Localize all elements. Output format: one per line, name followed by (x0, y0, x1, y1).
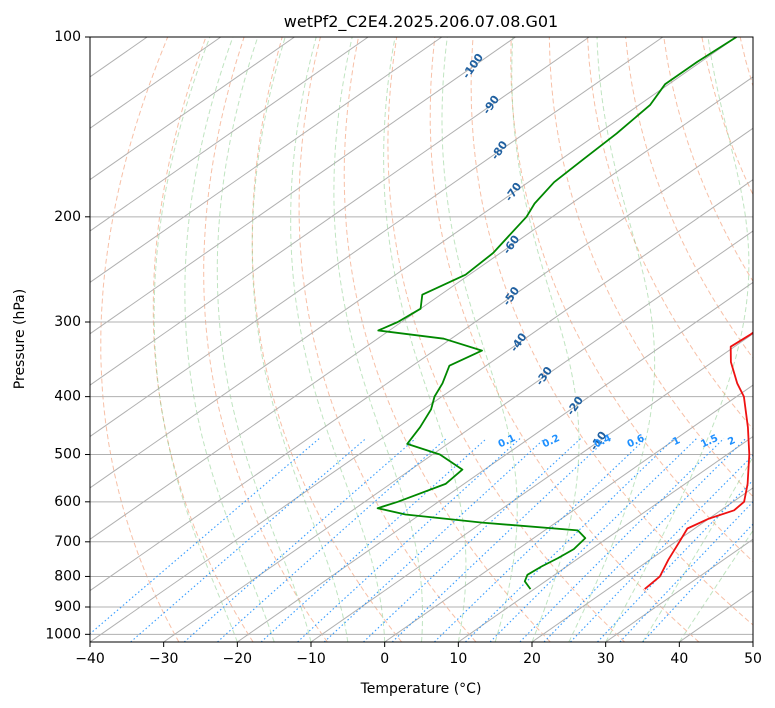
dry-adiabat-line (251, 37, 403, 642)
isotherm-line (90, 37, 369, 232)
y-tick-label: 900 (54, 599, 81, 615)
y-tick-label: 600 (54, 494, 81, 510)
moist-adiabat-line (333, 37, 423, 642)
isotherm-line (90, 76, 753, 540)
mixing-ratio-line (434, 438, 647, 642)
dry-adiabat-line (510, 37, 753, 563)
isotherm-line (90, 37, 443, 283)
dry-adiabat-line (625, 37, 753, 359)
isotherm-line (90, 37, 516, 335)
dry-adiabat-line (470, 37, 753, 626)
isotherm-line (90, 127, 753, 592)
moist-adiabat-line (441, 37, 518, 642)
x-tick-label: 30 (597, 651, 615, 667)
plot-frame (89, 36, 754, 643)
moist-adiabat-line (184, 37, 275, 642)
isotherm-line (531, 487, 753, 642)
chart-title: wetPf2_C2E4.2025.206.07.08.G01 (284, 12, 558, 32)
mixing-ratio-line (260, 438, 487, 642)
mixing-ratio-lines (90, 438, 753, 642)
mixing-ratio-line (519, 438, 725, 642)
isotherm-line (163, 230, 753, 642)
mixing-ratio-label: 1 (671, 435, 682, 448)
x-axis-ticks: −40 −30 −20 −10 0 10 20 30 40 50 (75, 642, 762, 667)
y-tick-label: 800 (54, 568, 81, 584)
mixing-ratio-line (619, 501, 753, 642)
dry-adiabat-line (343, 37, 551, 642)
dry-adiabat-line (587, 37, 753, 430)
dry-adiabat-line (203, 37, 328, 642)
moist-adiabat-line (251, 37, 349, 642)
moist-adiabat-line (511, 37, 580, 642)
isotherm-line (605, 538, 753, 642)
mixing-ratio-line (183, 438, 416, 642)
mixing-ratio-line (297, 438, 521, 642)
dry-adiabat-line (100, 37, 180, 642)
dry-adiabat-line (663, 37, 753, 283)
y-tick-label: 100 (54, 29, 81, 45)
isotherm-line (90, 37, 664, 438)
moist-adiabat-line (568, 37, 656, 642)
x-tick-label: −40 (75, 651, 105, 667)
y-tick-label: 400 (54, 389, 81, 405)
plot-area: -100-90-80-70-60-50-40-30-20-100.1 0.2 0.4… (90, 37, 753, 642)
dry-adiabat-line (152, 37, 254, 642)
mixing-ratio-line (489, 438, 697, 642)
mixing-ratio-line (642, 523, 753, 642)
moist-adiabat-line (290, 37, 386, 642)
dry-adiabat-line (548, 37, 753, 498)
moist-adiabat-line (642, 455, 753, 642)
x-tick-label: 0 (380, 651, 389, 667)
mixing-ratio-line (217, 438, 447, 642)
isotherm-line (310, 333, 753, 642)
moist-adiabats (153, 37, 753, 642)
y-axis-ticks: 100 200 300 400 500 600 700 800 900 1000 (45, 29, 90, 642)
dewpoint-profile-line (376, 37, 737, 590)
isotherm-line (90, 37, 737, 489)
x-tick-label: 10 (449, 651, 467, 667)
x-axis-label: Temperature (°C) (360, 681, 482, 697)
isotherm-line (458, 435, 753, 642)
x-tick-label: 50 (744, 651, 762, 667)
moist-adiabat-line (605, 37, 750, 642)
isotherm-line (384, 384, 753, 642)
y-tick-label: 200 (54, 209, 81, 225)
temperature-profile-line (644, 331, 753, 590)
x-tick-label: 40 (670, 651, 688, 667)
isotherm-line (237, 281, 753, 642)
isotherm-line (90, 37, 295, 181)
moist-adiabat-line (383, 37, 467, 642)
sounding-profiles (376, 37, 753, 590)
dry-adiabats (100, 37, 753, 642)
mixing-ratio-line (465, 438, 675, 642)
y-tick-label: 500 (54, 447, 81, 463)
isotherm-line (90, 37, 590, 386)
x-tick-label: −10 (296, 651, 326, 667)
x-tick-label: −30 (149, 651, 179, 667)
y-tick-label: 700 (54, 534, 81, 550)
x-tick-label: 20 (523, 651, 541, 667)
mixing-ratio-line (130, 438, 367, 642)
x-tick-label: −20 (223, 651, 253, 667)
mixing-ratio-label: 2 (726, 435, 737, 448)
y-tick-label: 1000 (45, 626, 81, 642)
mixing-ratio-line (323, 438, 546, 642)
isotherm-lines (90, 37, 753, 642)
moist-adiabat-line (678, 529, 753, 642)
y-axis-label: Pressure (hPa) (12, 289, 28, 389)
dry-adiabat-line (387, 37, 625, 642)
mixing-ratio-line (90, 438, 320, 635)
isotherm-line (90, 179, 753, 642)
mixing-ratio-line (363, 438, 582, 642)
pressure-gridlines (90, 37, 753, 635)
y-tick-label: 300 (54, 314, 81, 330)
